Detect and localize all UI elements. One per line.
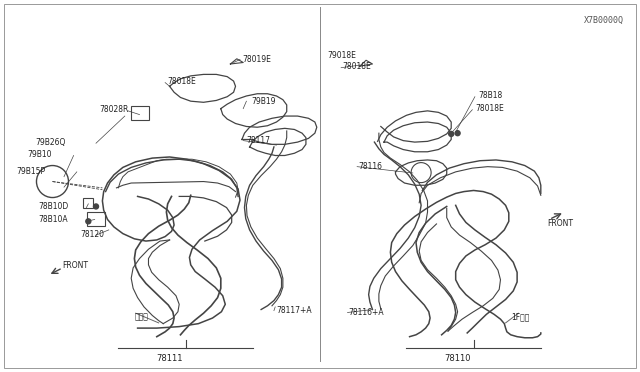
Text: 78028R: 78028R: [99, 105, 129, 114]
Text: 79B26Q: 79B26Q: [35, 138, 65, 147]
Circle shape: [455, 131, 460, 136]
Text: 79B19: 79B19: [251, 97, 275, 106]
Text: FRONT: FRONT: [547, 219, 573, 228]
Text: 78117: 78117: [246, 136, 270, 145]
Text: 78018E: 78018E: [342, 62, 371, 71]
Text: 79B10: 79B10: [27, 150, 51, 159]
Text: 78018E: 78018E: [475, 104, 504, 113]
Text: 78116: 78116: [358, 162, 383, 171]
Text: 78B18: 78B18: [479, 92, 503, 100]
Text: 78111: 78111: [156, 354, 183, 363]
Text: 78110: 78110: [444, 354, 471, 363]
Text: X7B0000Q: X7B0000Q: [584, 16, 624, 25]
Circle shape: [93, 204, 99, 209]
Text: 78B10D: 78B10D: [38, 202, 68, 211]
Text: 78117+A: 78117+A: [276, 306, 312, 315]
Text: 78019E: 78019E: [242, 55, 271, 64]
Text: FRONT: FRONT: [63, 262, 89, 270]
Text: 79018E: 79018E: [328, 51, 356, 60]
Text: 79B15P: 79B15P: [16, 167, 45, 176]
Text: 78116+A: 78116+A: [349, 308, 385, 317]
Circle shape: [449, 131, 454, 137]
Text: 78B10A: 78B10A: [38, 215, 68, 224]
Circle shape: [86, 219, 91, 224]
Text: 78018E: 78018E: [168, 77, 196, 86]
Text: 1F販売: 1F販売: [511, 312, 529, 321]
Text: 78120: 78120: [80, 230, 104, 239]
Text: 非販売: 非販売: [134, 312, 148, 321]
